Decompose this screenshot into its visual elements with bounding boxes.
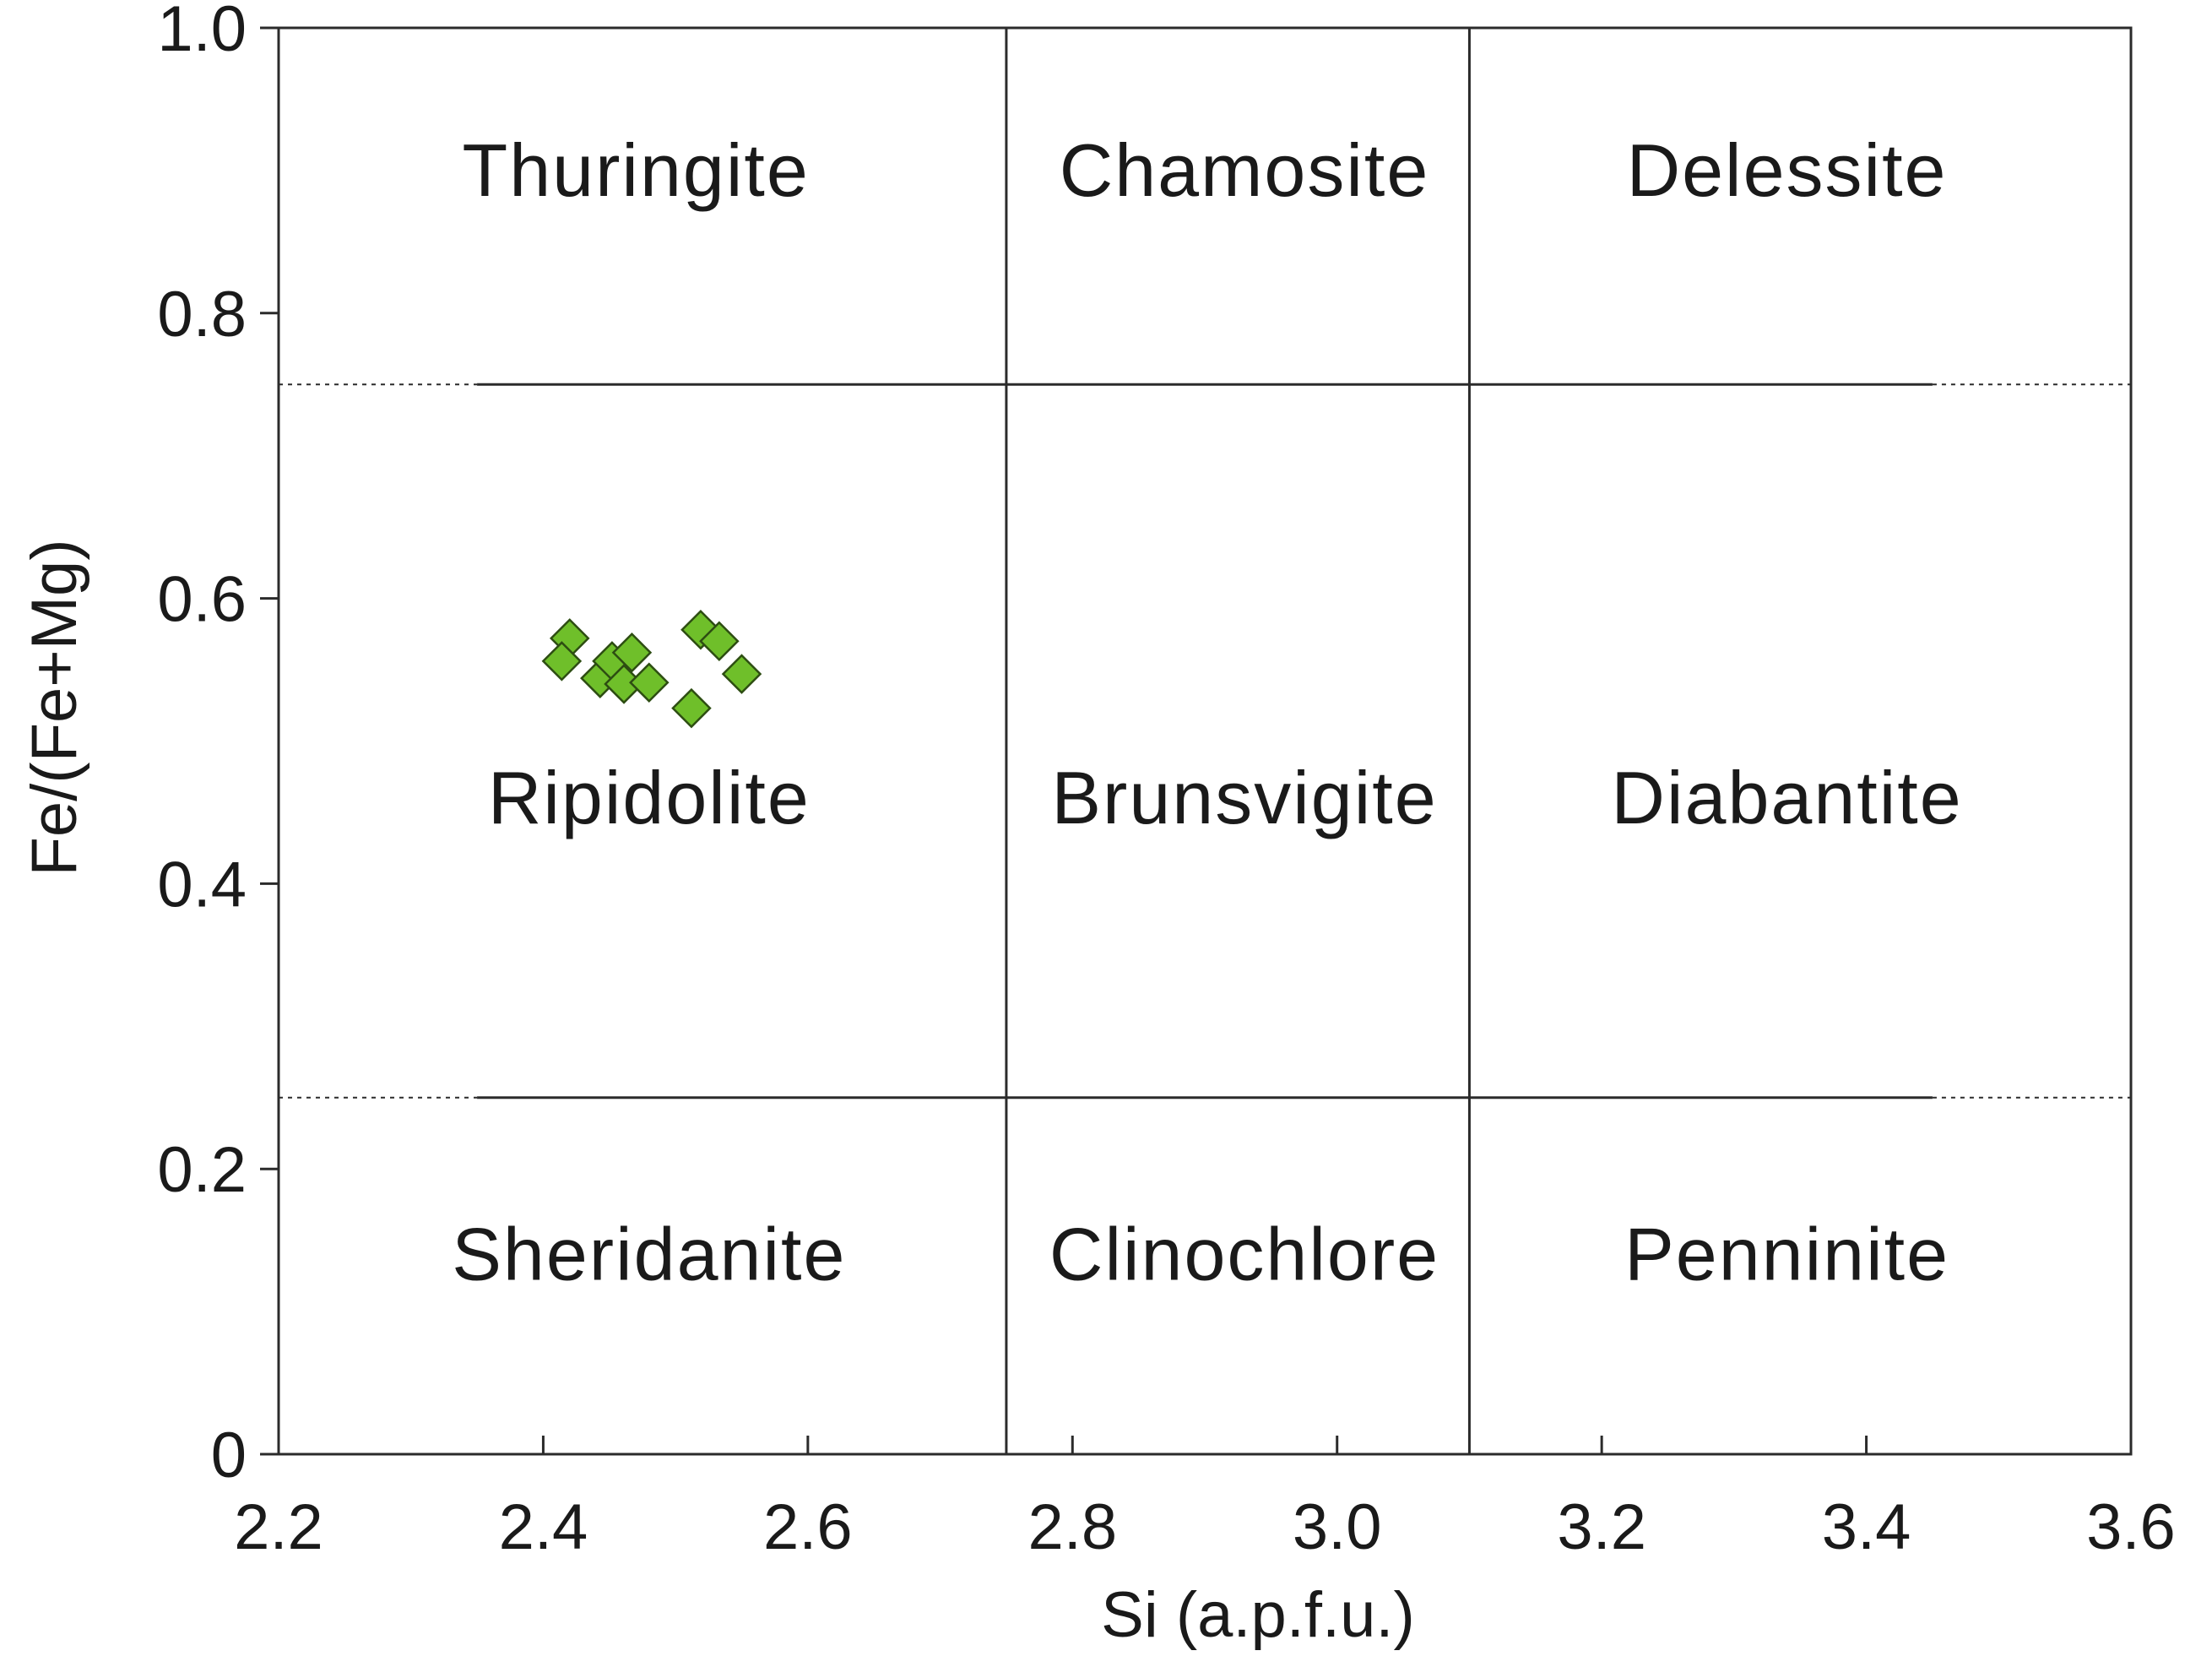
field-label-brunsvigite: Brunsvigite (1051, 756, 1437, 839)
plot-border (277, 26, 2133, 1456)
field-labels: Thuringite Chamosite Delessite Ripidolite Br… (452, 128, 1962, 1296)
field-label-sheridanite: Sheridanite (452, 1213, 846, 1296)
y-tick-label-2: 0.2 (157, 1134, 247, 1206)
y-tick-label-1: 0 (211, 1420, 247, 1491)
x-tick-label-2: 2.4 (499, 1491, 588, 1563)
field-label-thuringite: Thuringite (462, 128, 809, 212)
data-points (541, 609, 762, 729)
x-tick-label-4: 2.8 (1027, 1491, 1117, 1563)
data-point-11 (721, 654, 762, 694)
x-tick-label-1: 2.2 (234, 1491, 323, 1563)
plot-frame (277, 26, 2133, 1456)
field-label-clinochlore: Clinochlore (1049, 1213, 1439, 1296)
field-label-ripidolite: Ripidolite (488, 756, 811, 839)
x-tick-label-7: 3.4 (1822, 1491, 1911, 1563)
data-point-5 (611, 633, 653, 673)
x-axis-ticks: 2.2 2.4 2.6 2.8 3.0 3.2 3.4 3.6 (234, 1436, 2176, 1563)
y-tick-label-3: 0.4 (157, 849, 247, 920)
data-point-10 (671, 687, 712, 729)
y-tick-label-6: 1.0 (157, 0, 247, 65)
x-tick-label-6: 3.2 (1557, 1491, 1646, 1563)
field-label-penninite: Penninite (1624, 1213, 1949, 1296)
y-axis-title: Fe/(Fe+Mg) (19, 539, 90, 876)
field-label-delessite: Delessite (1627, 128, 1948, 212)
y-tick-label-5: 0.8 (157, 279, 247, 350)
field-boundaries (279, 28, 2131, 1454)
data-point-9 (699, 621, 740, 662)
x-tick-label-8: 3.6 (2086, 1491, 2176, 1563)
field-label-chamosite: Chamosite (1060, 128, 1430, 212)
x-tick-label-3: 2.6 (763, 1491, 853, 1563)
y-tick-label-4: 0.6 (157, 564, 247, 636)
field-label-diabantite: Diabantite (1611, 756, 1962, 839)
x-tick-label-5: 3.0 (1293, 1491, 1382, 1563)
x-axis-title: Si (a.p.f.u.) (1101, 1579, 1415, 1651)
data-point-7 (629, 662, 670, 703)
y-axis-ticks: 0 0.2 0.4 0.6 0.8 1.0 (157, 0, 279, 1491)
data-point-2 (541, 641, 583, 681)
